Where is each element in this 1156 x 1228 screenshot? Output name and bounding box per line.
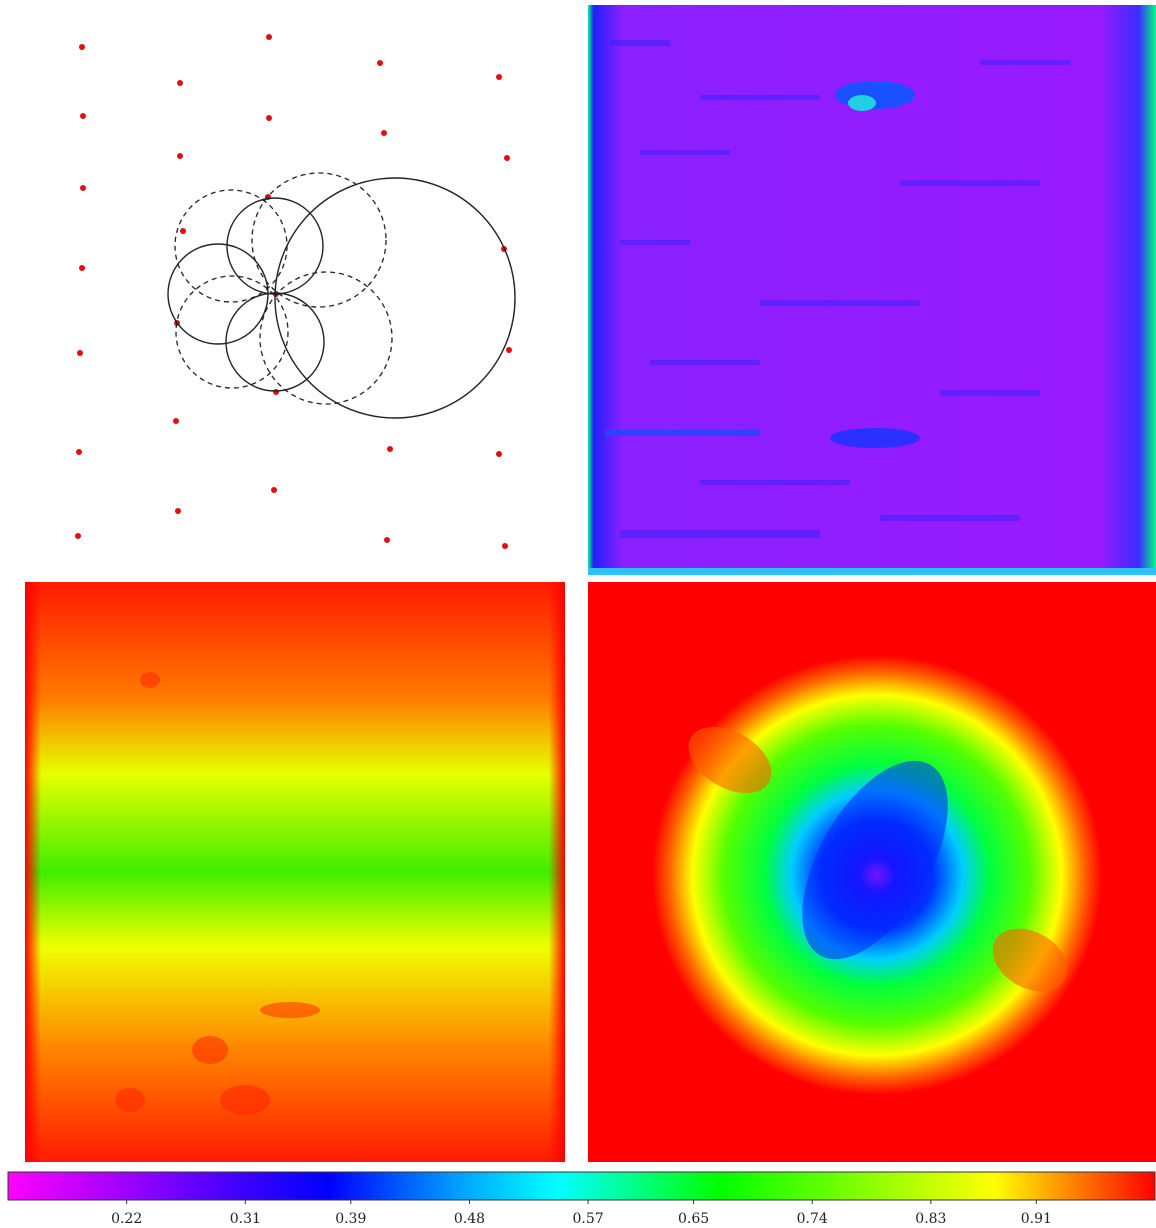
colorbar-ticks: 0.22 0.31 0.39 0.48 0.57 0.65 0.74 0.83 0.91: [111, 1200, 1052, 1227]
heatmap-bottom-left: [25, 582, 565, 1162]
colorbar-tick-label: 0.48: [454, 1211, 485, 1227]
colorbar-tick-label: 0.57: [573, 1211, 604, 1227]
colorbar: [7, 1171, 1156, 1201]
lattice-points: [75, 34, 512, 549]
colorbar-tick-label: 0.39: [335, 1211, 366, 1227]
dashed-circles: [174, 172, 393, 405]
colorbar-tick-label: 0.65: [678, 1211, 709, 1227]
colorbar-tick-label: 0.74: [797, 1211, 828, 1227]
heatmap-bottom-right: [588, 582, 1156, 1162]
colorbar-tick-label: 0.31: [230, 1211, 261, 1227]
colorbar-tick-label: 0.83: [915, 1211, 946, 1227]
lattice-diagram: [75, 34, 516, 549]
heatmap-top-right: [588, 5, 1156, 575]
colorbar-tick-label: 0.22: [111, 1211, 142, 1227]
solid-circles: [167, 177, 516, 419]
colorbar-tick-label: 0.91: [1021, 1211, 1052, 1227]
